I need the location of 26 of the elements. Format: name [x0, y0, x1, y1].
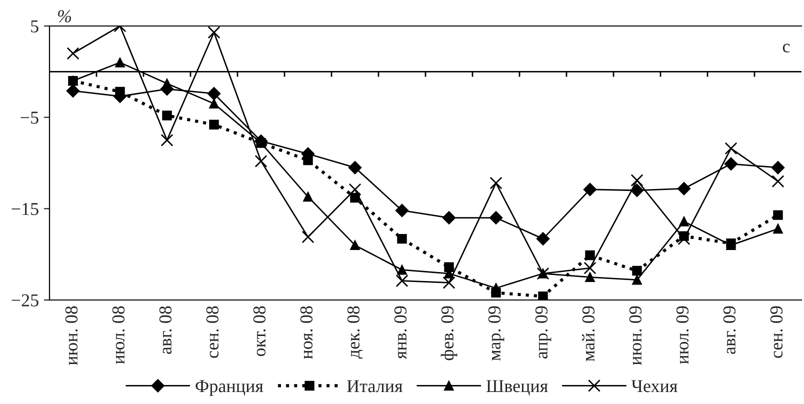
x-tick-label: мар. 09 [488, 306, 504, 361]
x-tick-label: май. 09 [582, 306, 595, 362]
legend-label: Швеция [486, 380, 548, 396]
x-tick-label: сен. 09 [770, 306, 783, 358]
y-axis-title: % [58, 10, 72, 22]
x-tick-label: апр. 09 [535, 306, 552, 358]
y-tick-label: −15 [12, 203, 38, 216]
x-tick-label: июн. 08 [65, 306, 78, 366]
x-tick-label: авг. 08 [159, 306, 172, 354]
legend-label: Италия [347, 380, 403, 392]
y-tick-label: 5 [31, 20, 38, 32]
x-tick-label: июл. 09 [676, 306, 689, 364]
x-tick-label: янв. 09 [394, 306, 407, 360]
legend-label: Чехия [631, 380, 678, 392]
x-tick-label: сен. 08 [206, 306, 219, 358]
y-tick-label: −25 [12, 294, 38, 306]
x-tick-label: ноя. 08 [300, 306, 313, 359]
x-tick-label: окт. 08 [253, 306, 266, 356]
legend-label: Франция [196, 380, 264, 396]
x-tick-label: июн. 09 [629, 306, 642, 366]
x-tick-label: фев. 09 [440, 306, 458, 360]
x-tick-label: авг. 09 [723, 306, 736, 354]
annotation: c [782, 44, 790, 52]
x-tick-label: июл. 08 [112, 306, 125, 364]
y-tick-label: −5 [20, 112, 38, 124]
x-tick-label: дек. 08 [347, 306, 363, 359]
